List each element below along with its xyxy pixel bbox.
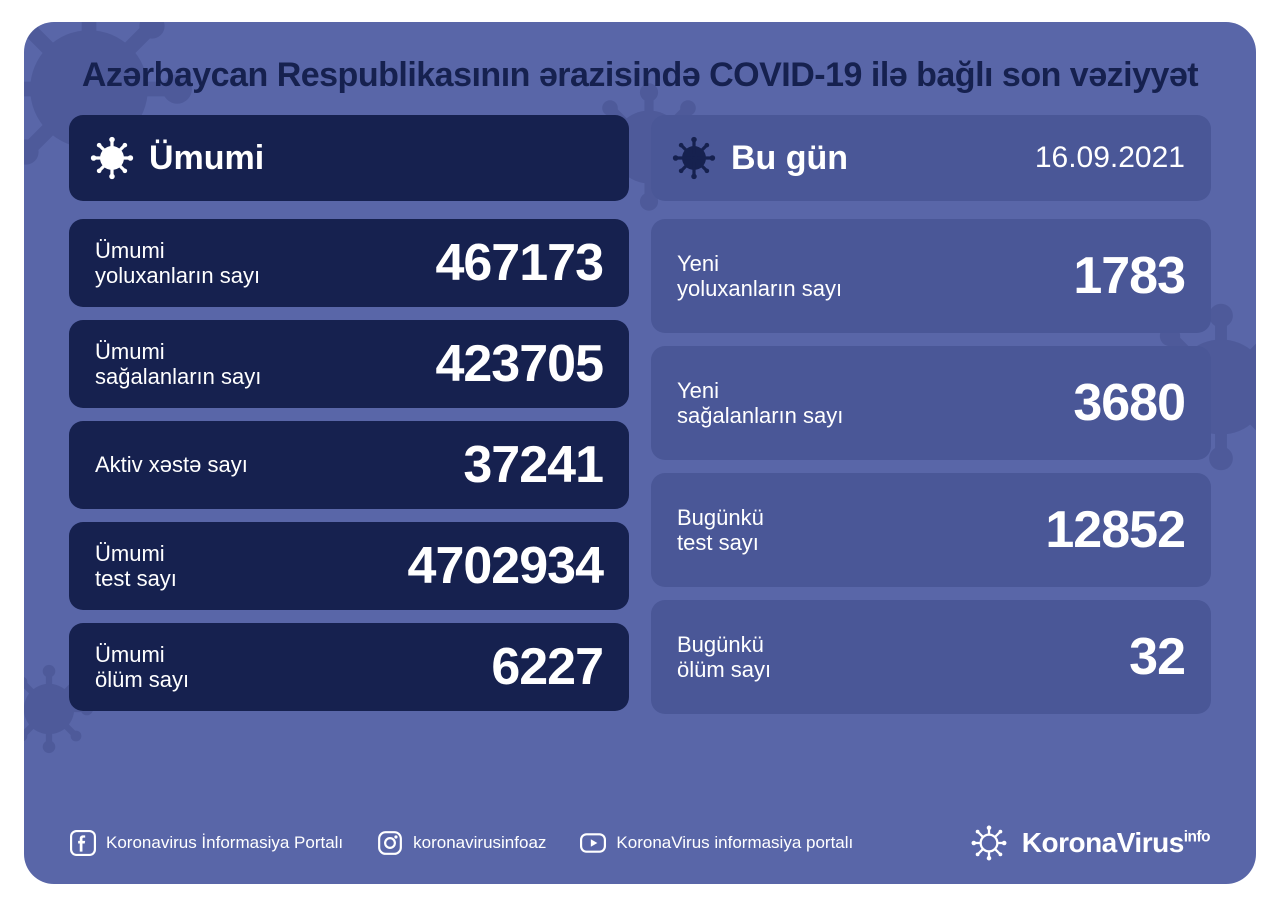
virus-icon	[671, 135, 717, 181]
stat-row: Yeni yoluxanların sayı 1783	[651, 219, 1211, 333]
panel-today-title: Bu gün	[731, 139, 848, 178]
stat-label: Yeni sağalanların sayı	[677, 378, 843, 429]
social-instagram: koronavirusinfoaz	[377, 830, 546, 856]
social-links: Koronavirus İnformasiya Portalı koronavi…	[70, 830, 853, 856]
stat-value: 467173	[435, 233, 603, 293]
social-youtube: KoronaVirus informasiya portalı	[580, 830, 853, 856]
stat-row: Aktiv xəstə sayı 37241	[69, 421, 629, 509]
stat-row: Ümumi ölüm sayı 6227	[69, 623, 629, 711]
stat-value: 37241	[463, 435, 603, 495]
stat-label: Yeni yoluxanların sayı	[677, 251, 842, 302]
instagram-icon	[377, 830, 403, 856]
stats-panels: Ümumi Ümumi yoluxanların sayı467173Ümumi…	[24, 115, 1256, 714]
stat-value: 6227	[491, 637, 603, 697]
brand: KoronaVirusinfo	[970, 824, 1210, 862]
stat-value: 4702934	[408, 536, 603, 596]
stat-value: 32	[1129, 627, 1185, 687]
stat-label: Ümumi ölüm sayı	[95, 642, 189, 693]
card-footer: Koronavirus İnformasiya Portalı koronavi…	[24, 824, 1256, 862]
youtube-icon	[580, 830, 606, 856]
brand-name-sup: info	[1184, 829, 1210, 846]
stat-value: 3680	[1073, 373, 1185, 433]
stat-row: Bugünkü test sayı 12852	[651, 473, 1211, 587]
panel-total-stats: Ümumi yoluxanların sayı 467173 Ümumi sağal…	[69, 219, 629, 711]
virus-icon	[970, 824, 1008, 862]
stat-value: 423705	[435, 334, 603, 394]
virus-icon	[89, 135, 135, 181]
brand-name: KoronaVirusinfo	[1022, 827, 1210, 859]
panel-today-stats: Yeni yoluxanların sayı 1783 Yeni sağalanla…	[651, 219, 1211, 714]
social-facebook-text: Koronavirus İnformasiya Portalı	[106, 833, 343, 853]
stat-label: Ümumi sağalanların sayı	[95, 339, 261, 390]
panel-total-title: Ümumi	[149, 139, 264, 178]
panel-today: Bu gün 16.09.2021 Yeni yoluxanların sayı…	[651, 115, 1211, 714]
covid-stats-card: Azərbaycan Respublikasının ərazisində CO…	[24, 22, 1256, 884]
stat-row: Yeni sağalanların sayı 3680	[651, 346, 1211, 460]
social-facebook: Koronavirus İnformasiya Portalı	[70, 830, 343, 856]
facebook-icon	[70, 830, 96, 856]
panel-total: Ümumi Ümumi yoluxanların sayı467173Ümumi…	[69, 115, 629, 714]
report-date: 16.09.2021	[1035, 141, 1185, 175]
stat-row: Bugünkü ölüm sayı 32	[651, 600, 1211, 714]
stat-label: Ümumi test sayı	[95, 541, 177, 592]
social-youtube-text: KoronaVirus informasiya portalı	[616, 833, 853, 853]
stat-row: Ümumi yoluxanların sayı 467173	[69, 219, 629, 307]
stat-value: 1783	[1073, 246, 1185, 306]
stat-value: 12852	[1045, 500, 1185, 560]
page-title: Azərbaycan Respublikasının ərazisində CO…	[24, 56, 1256, 95]
social-instagram-text: koronavirusinfoaz	[413, 833, 546, 853]
stat-row: Ümumi sağalanların sayı 423705	[69, 320, 629, 408]
stat-label: Aktiv xəstə sayı	[95, 452, 248, 477]
brand-name-main: KoronaVirus	[1022, 827, 1184, 858]
stat-label: Bugünkü ölüm sayı	[677, 632, 771, 683]
stat-label: Bugünkü test sayı	[677, 505, 764, 556]
stat-row: Ümumi test sayı 4702934	[69, 522, 629, 610]
panel-today-header: Bu gün 16.09.2021	[651, 115, 1211, 201]
panel-total-header: Ümumi	[69, 115, 629, 201]
stat-label: Ümumi yoluxanların sayı	[95, 238, 260, 289]
